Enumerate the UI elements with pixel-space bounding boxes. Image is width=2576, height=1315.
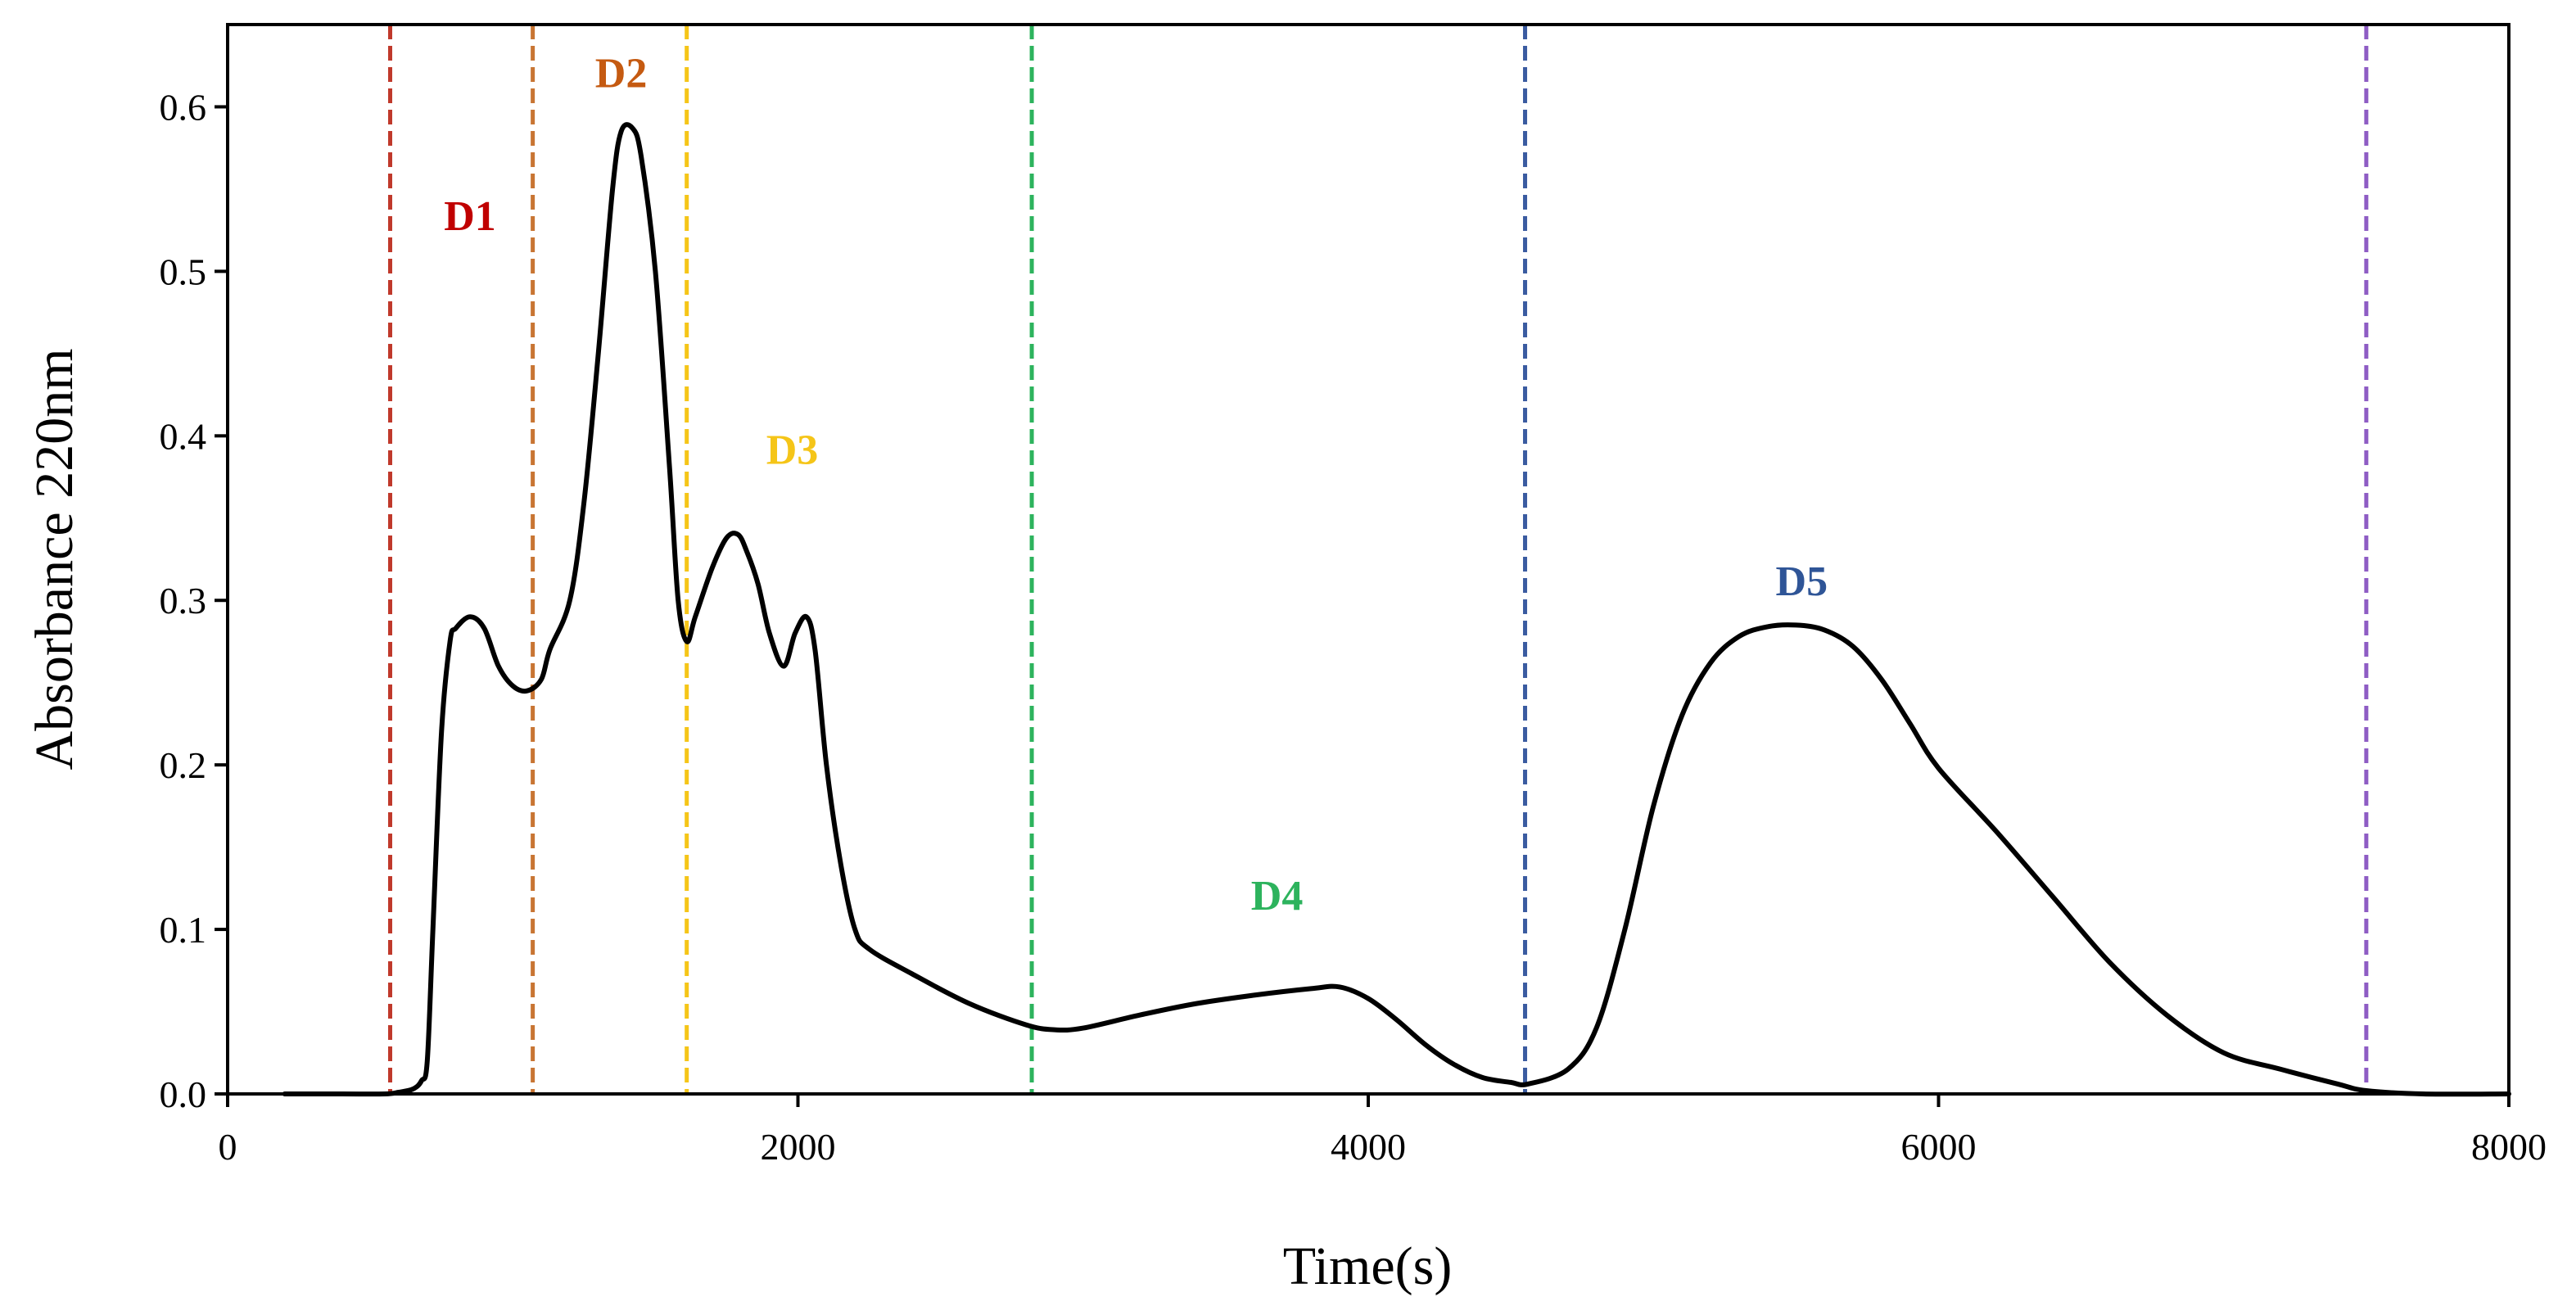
absorbance-series-line <box>282 122 2511 1097</box>
x-axis-title: Time(s) <box>1283 1236 1453 1296</box>
y-tick-label: 0.1 <box>160 909 207 951</box>
plot-frame <box>226 23 2510 1096</box>
region-label-d3: D3 <box>766 427 819 473</box>
x-tick-label: 6000 <box>1901 1126 1977 1168</box>
y-axis-title: Absorbance 220nm <box>25 348 84 770</box>
region-label-d4: D4 <box>1251 873 1304 920</box>
x-tick-label: 0 <box>219 1126 237 1168</box>
y-tick-label: 0.5 <box>160 251 207 292</box>
x-tick-label: 4000 <box>1331 1126 1406 1168</box>
y-axis-ticks: 0.0 0.1 0.2 0.3 0.4 0.5 0.6 <box>160 86 228 1115</box>
region-label-d2: D2 <box>595 50 648 97</box>
x-tick-label: 2000 <box>761 1126 836 1168</box>
x-tick-label: 8000 <box>2471 1126 2547 1168</box>
region-label-d1: D1 <box>444 193 496 240</box>
y-tick-label: 0.4 <box>160 415 207 457</box>
region-labels: D1 D2 D3 D4 D5 <box>444 50 1828 920</box>
region-label-d5: D5 <box>1776 558 1828 605</box>
y-tick-label: 0.3 <box>160 580 207 621</box>
y-tick-label: 0.2 <box>160 744 207 786</box>
region-boundary-lines <box>388 25 2369 1094</box>
y-tick-label: 0.0 <box>160 1073 207 1115</box>
y-tick-label: 0.6 <box>160 86 207 128</box>
x-axis-ticks: 0 2000 4000 6000 8000 <box>219 1094 2547 1168</box>
